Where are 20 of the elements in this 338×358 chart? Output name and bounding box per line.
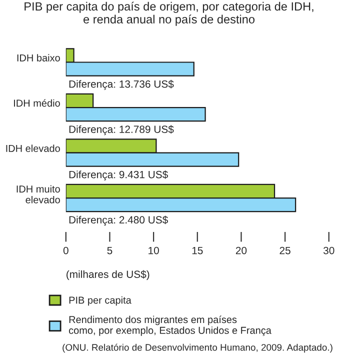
- legend-label: Rendimento dos migrantes em países como, por exemplo, Estados Unidos e França: [68, 316, 272, 336]
- y-tick-label: IDH elevado: [6, 144, 60, 152]
- annotation: Diferença: 9.431 US$: [69, 170, 168, 180]
- x-tick-label: 0: [63, 246, 68, 254]
- x-tick-label: 30: [323, 246, 334, 254]
- y-tick-label: IDH baixo: [17, 54, 60, 62]
- chart-title: PIB per capita do país de origem, por categoria de IDH, e renda anual no país de destino: [24, 2, 314, 26]
- x-tick-label: 20: [236, 246, 247, 254]
- x-tick-label: 5: [107, 246, 112, 254]
- text: (ONU. Relatório de Desenvolvimento Humano, 2009. Adaptado.): [62, 344, 332, 353]
- y-tick-label: IDH muito elevado: [16, 185, 60, 204]
- x-axis-title: (milhares de US$): [66, 270, 150, 280]
- y-tick-label: IDH médio: [14, 99, 60, 107]
- x-tick-label: 25: [280, 246, 290, 254]
- annotation: Diferença: 13.736 US$: [69, 80, 174, 90]
- x-tick-label: 15: [192, 246, 203, 254]
- x-tick-label: 10: [148, 246, 159, 254]
- legend-label: PIB per capita: [69, 296, 132, 306]
- annotation: Diferença: 12.789 US$: [69, 125, 174, 136]
- annotation: Diferença: 2.480 US$: [69, 216, 168, 226]
